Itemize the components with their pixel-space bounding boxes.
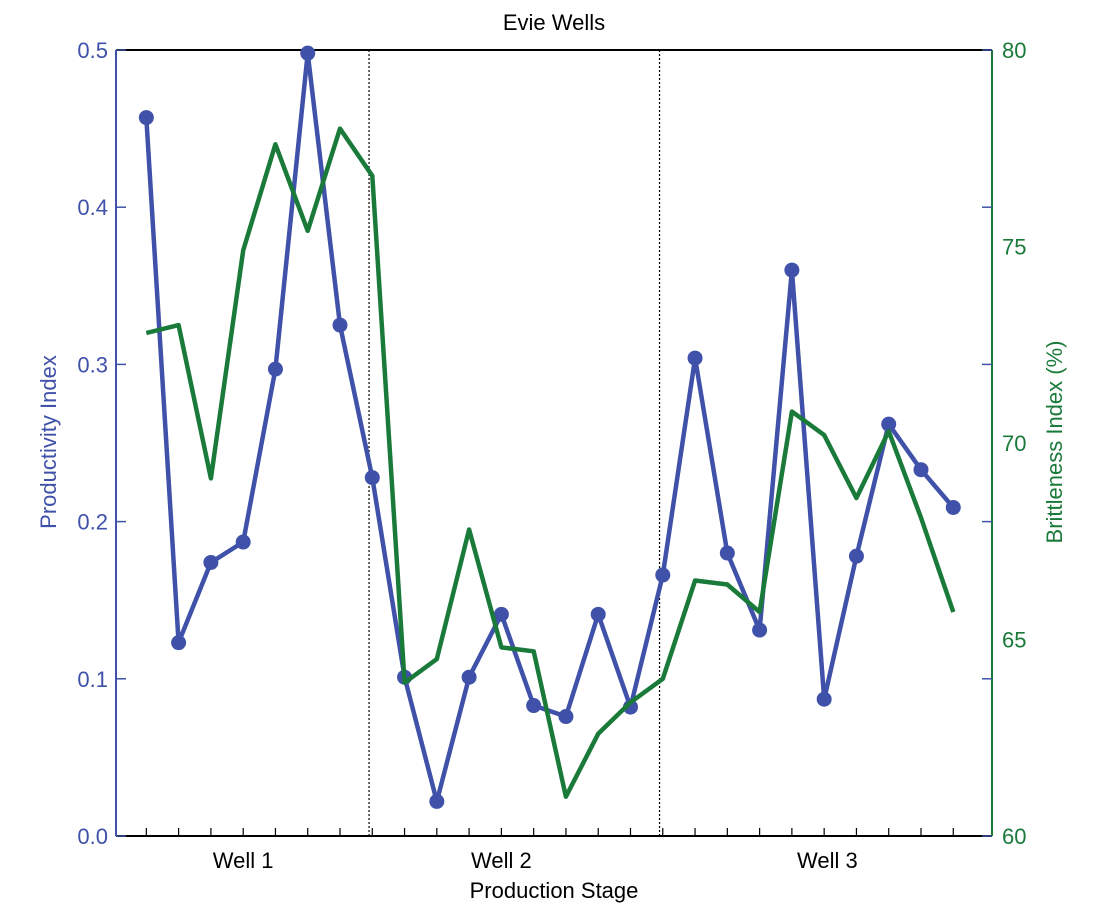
data-point — [332, 317, 348, 333]
data-point — [235, 534, 251, 550]
y-right-tick-label: 80 — [1002, 38, 1026, 63]
x-group-label: Well 1 — [213, 848, 274, 873]
data-point — [784, 262, 800, 278]
series-productivity-index — [138, 45, 961, 809]
data-point — [364, 470, 380, 486]
x-group-label: Well 2 — [471, 848, 532, 873]
series-brittleness-index — [145, 126, 956, 799]
y-right-tick-label: 65 — [1002, 628, 1026, 653]
data-point — [493, 606, 509, 622]
y-left-tick-label: 0.5 — [77, 38, 108, 63]
x-group-label: Well 3 — [797, 848, 858, 873]
data-point — [687, 350, 703, 366]
data-point — [945, 499, 961, 515]
data-point — [300, 45, 316, 61]
y-right-tick-label: 70 — [1002, 431, 1026, 456]
data-point — [719, 545, 735, 561]
data-point — [913, 462, 929, 478]
y-left-tick-label: 0.0 — [77, 824, 108, 849]
data-point — [881, 416, 897, 432]
series-line — [144, 50, 956, 804]
y-right-tick-label: 60 — [1002, 824, 1026, 849]
data-point — [590, 606, 606, 622]
y-axis-left-label: Productivity Index — [36, 355, 61, 529]
series-line — [145, 126, 956, 799]
data-point — [526, 698, 542, 714]
y-axis-right-label: Brittleness Index (%) — [1042, 341, 1067, 544]
data-point — [429, 793, 445, 809]
data-point — [138, 110, 154, 126]
data-point — [848, 548, 864, 564]
y-left-tick-label: 0.2 — [77, 510, 108, 535]
y-left-tick-label: 0.3 — [77, 352, 108, 377]
data-point — [655, 567, 671, 583]
y-left-tick-label: 0.4 — [77, 195, 108, 220]
data-point — [752, 622, 768, 638]
x-axis-label: Production Stage — [470, 878, 639, 903]
plot-area: Well 1 Well 2 Well 3 0.0 0.1 0.2 0.3 0.4 0.5 60 65… — [77, 38, 1026, 873]
data-point — [171, 635, 187, 651]
y-right-tick-label: 75 — [1002, 235, 1026, 260]
data-point — [816, 691, 832, 707]
y-left-tick-label: 0.1 — [77, 667, 108, 692]
data-point — [267, 361, 283, 377]
chart-title: Evie Wells — [503, 10, 605, 35]
data-point — [461, 669, 477, 685]
data-point — [203, 554, 219, 570]
data-point — [558, 709, 574, 725]
